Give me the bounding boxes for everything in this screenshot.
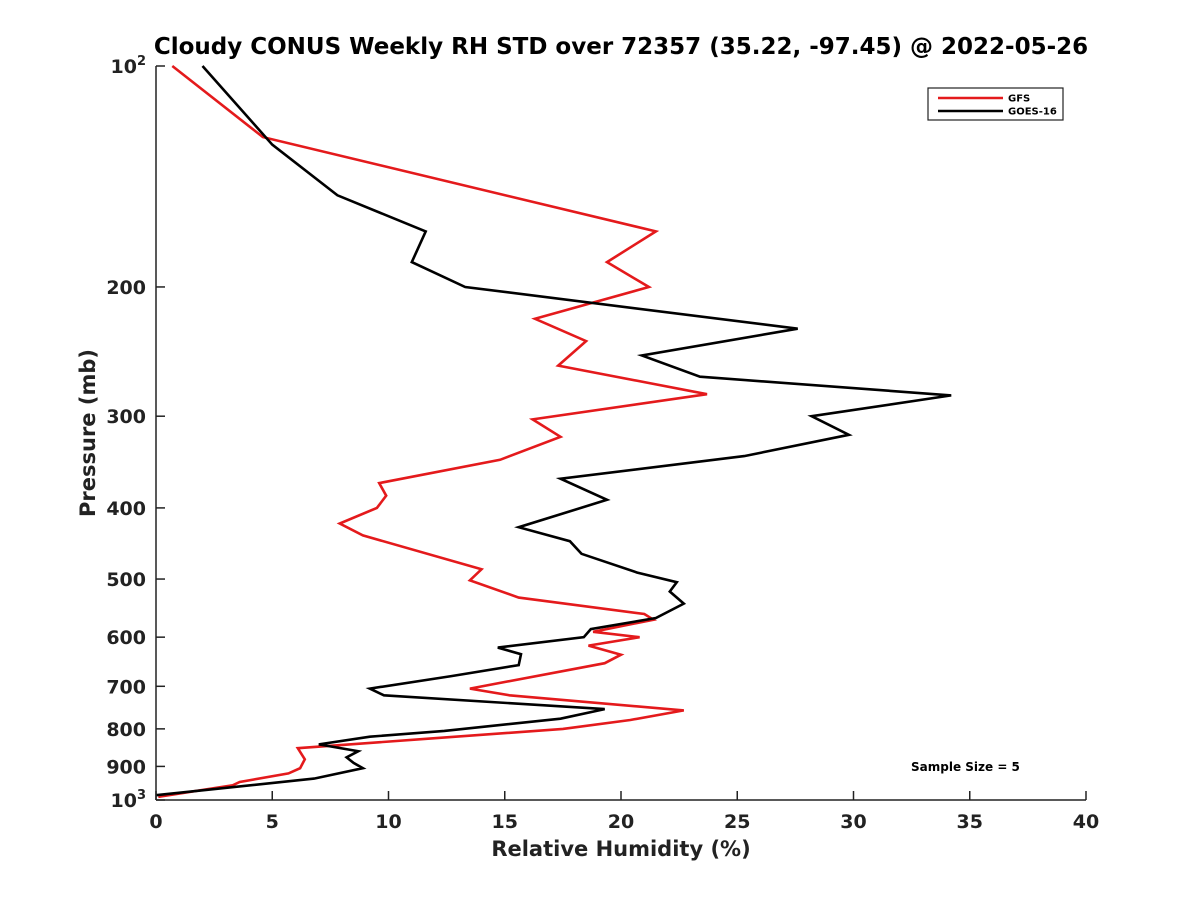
x-tick-label: 40 (1073, 811, 1099, 833)
x-tick-label: 25 (724, 811, 750, 833)
plot-area (156, 66, 1086, 800)
legend-label-goes16: GOES-16 (1008, 107, 1057, 118)
y-axis-label: Pressure (mb) (76, 349, 100, 517)
y-tick-label: 200 (106, 277, 146, 299)
y-tick-label: 300 (106, 406, 146, 428)
x-tick-label: 20 (608, 811, 634, 833)
y-tick-label: 102 (111, 54, 147, 78)
series-line-goes16 (155, 65, 952, 797)
legend-label-gfs: GFS (1008, 94, 1030, 105)
legend-box (927, 87, 1064, 121)
x-tick-label: 30 (840, 811, 866, 833)
y-tick-label: 103 (111, 788, 147, 812)
y-tick-label: 600 (106, 627, 146, 649)
x-axis-label: Relative Humidity (%) (491, 837, 750, 861)
x-tick-label: 0 (149, 811, 162, 833)
sample-size-annotation: Sample Size = 5 (911, 760, 1020, 774)
legend: GFS GOES-16 (927, 87, 1064, 121)
y-tick-label: 700 (106, 676, 146, 698)
x-axis-ticks: 0 5 10 15 20 25 30 35 40 (149, 791, 1099, 833)
series-line-gfs (158, 64, 708, 799)
chart-title: Cloudy CONUS Weekly RH STD over 72357 (3… (154, 34, 1088, 60)
y-tick-label: 800 (106, 719, 146, 741)
y-tick-label: 400 (106, 498, 146, 520)
series-layer (155, 64, 952, 799)
x-tick-label: 10 (375, 811, 401, 833)
y-axis-ticks: 102 200 300 400 500 600 700 800 900 103 (106, 54, 165, 812)
y-tick-label: 500 (106, 569, 146, 591)
y-tick-label: 900 (106, 756, 146, 778)
x-tick-label: 35 (957, 811, 983, 833)
x-tick-label: 15 (492, 811, 518, 833)
x-tick-label: 5 (266, 811, 279, 833)
